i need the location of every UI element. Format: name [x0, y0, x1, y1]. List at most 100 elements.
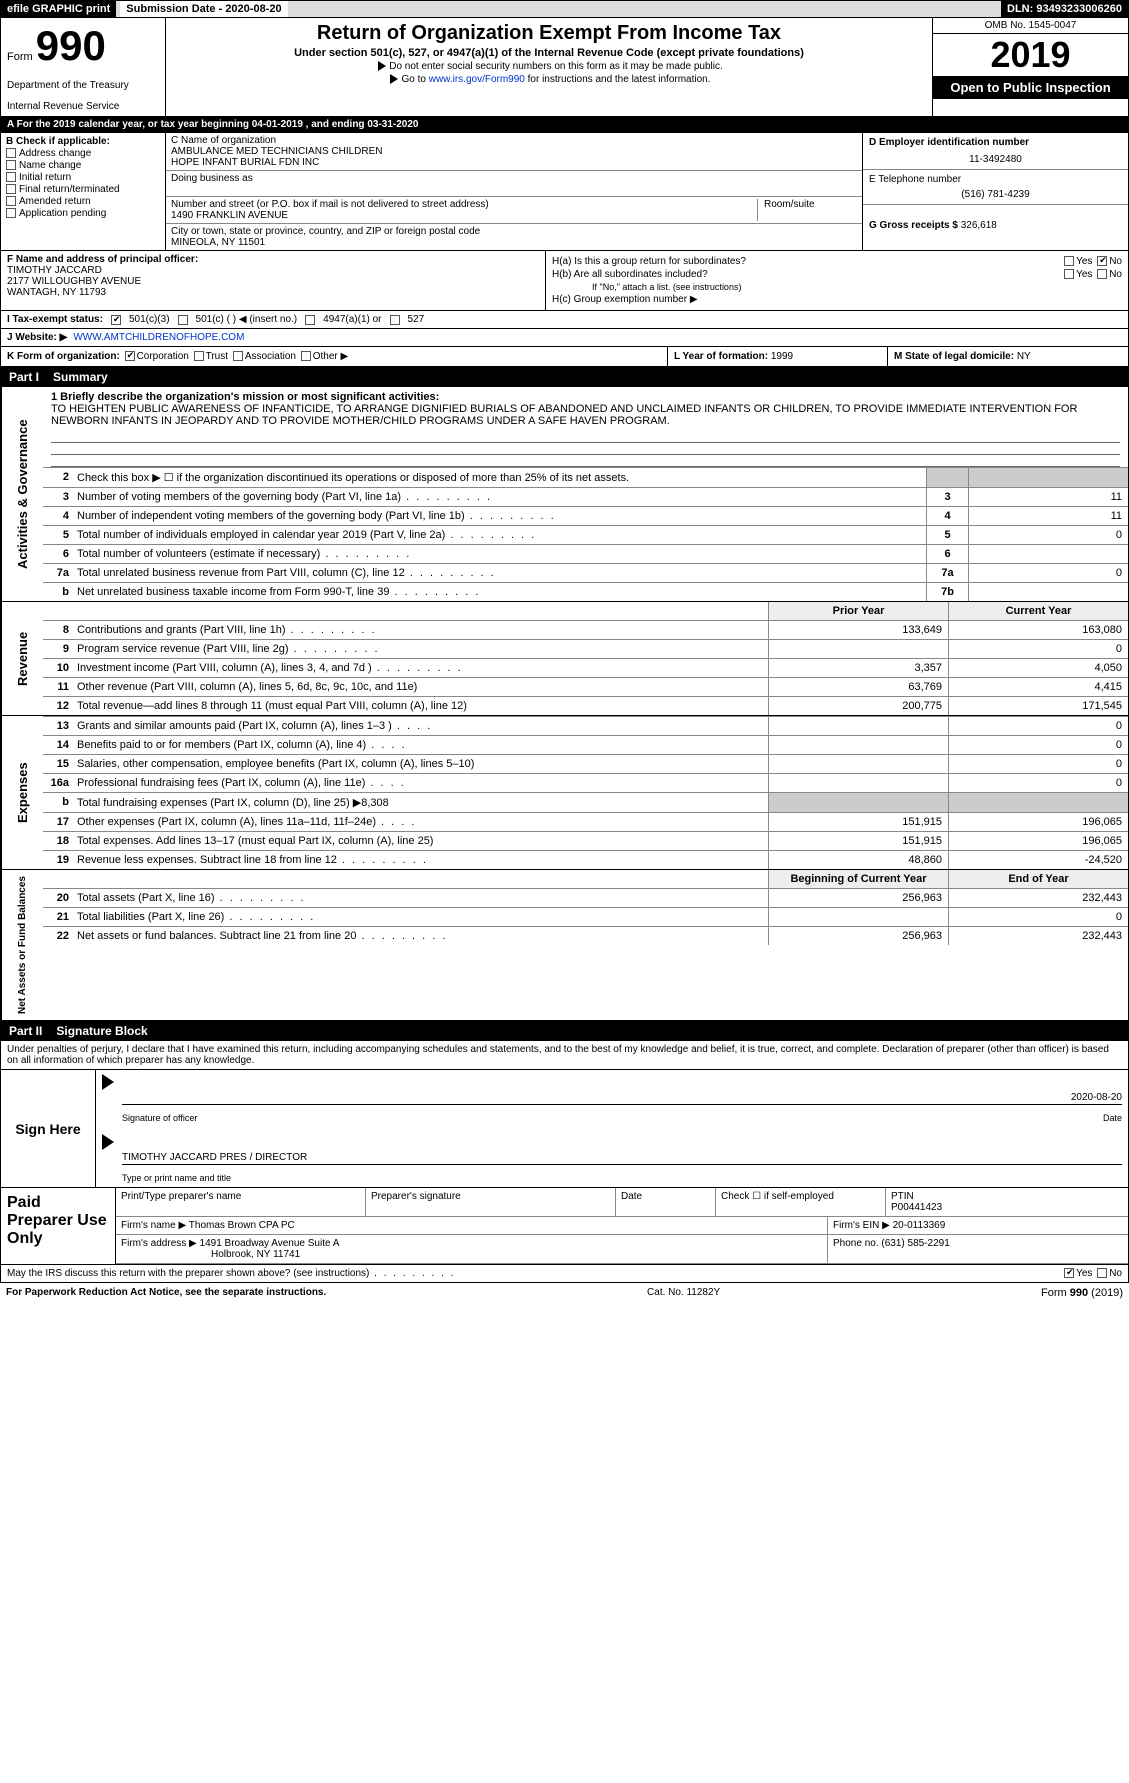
chk-final-return[interactable]: Final return/terminated	[6, 184, 160, 195]
city-label: City or town, state or province, country…	[171, 226, 857, 237]
line-7b: bNet unrelated business taxable income f…	[43, 582, 1128, 601]
line-8: 8Contributions and grants (Part VIII, li…	[43, 620, 1128, 639]
officer-sig-line[interactable]: 2020-08-20	[122, 1092, 1122, 1105]
prep-print-label: Print/Type preparer's name	[116, 1188, 366, 1216]
activities-governance-section: Activities & Governance 1 Briefly descri…	[0, 387, 1129, 602]
officer-addr1: 2177 WILLOUGHBY AVENUE	[7, 276, 539, 287]
prep-check-label: Check ☐ if self-employed	[716, 1188, 886, 1216]
ha-yes[interactable]	[1064, 256, 1074, 266]
block-f-h: F Name and address of principal officer:…	[0, 250, 1129, 311]
chk-527[interactable]	[390, 315, 400, 325]
row-k-l-m: K Form of organization: Corporation Trus…	[0, 347, 1129, 367]
chk-amended-return[interactable]: Amended return	[6, 196, 160, 207]
chk-initial-return[interactable]: Initial return	[6, 172, 160, 183]
hb-note: If "No," attach a list. (see instruction…	[552, 282, 1122, 292]
addr-label: Number and street (or P.O. box if mail i…	[171, 199, 757, 210]
footer-cat: Cat. No. 11282Y	[647, 1287, 720, 1299]
line-18: 18Total expenses. Add lines 13–17 (must …	[43, 831, 1128, 850]
addr-value: 1490 FRANKLIN AVENUE	[171, 210, 757, 221]
header-center: Return of Organization Exempt From Incom…	[166, 18, 933, 116]
revenue-header: Prior Year Current Year	[43, 602, 1128, 620]
addr-cell: Number and street (or P.O. box if mail i…	[166, 197, 862, 224]
line-9: 9Program service revenue (Part VIII, lin…	[43, 639, 1128, 658]
line-4: 4Number of independent voting members of…	[43, 506, 1128, 525]
col-d: D Employer identification number 11-3492…	[863, 133, 1128, 250]
prep-sig-label: Preparer's signature	[366, 1188, 616, 1216]
chk-address-change[interactable]: Address change	[6, 148, 160, 159]
line-12: 12Total revenue—add lines 8 through 11 (…	[43, 696, 1128, 715]
city-cell: City or town, state or province, country…	[166, 224, 862, 250]
vlabel-activities: Activities & Governance	[1, 387, 43, 601]
firm-name: Thomas Brown CPA PC	[189, 1220, 295, 1231]
row-k: K Form of organization: Corporation Trus…	[1, 347, 668, 366]
mission-label: 1 Briefly describe the organization's mi…	[51, 391, 1120, 403]
dept-irs: Internal Revenue Service	[7, 101, 159, 112]
chk-trust[interactable]	[194, 351, 204, 361]
org-name-label: C Name of organization	[171, 135, 857, 146]
chk-other[interactable]	[301, 351, 311, 361]
row-j-website: J Website: ▶ WWW.AMTCHILDRENOFHOPE.COM	[0, 329, 1129, 347]
hc-row: H(c) Group exemption number ▶	[552, 294, 1122, 305]
prep-ptin: PTINP00441423	[886, 1188, 1128, 1216]
dba-label: Doing business as	[171, 173, 857, 184]
chk-501c3[interactable]	[111, 315, 121, 325]
vlabel-revenue: Revenue	[1, 602, 43, 715]
row-i-tax-status: I Tax-exempt status: 501(c)(3) 501(c) ( …	[0, 311, 1129, 329]
chk-application-pending[interactable]: Application pending	[6, 208, 160, 219]
sign-arrow-icon-2	[102, 1134, 114, 1150]
mission-block: 1 Briefly describe the organization's mi…	[43, 387, 1128, 431]
room-suite: Room/suite	[757, 199, 857, 221]
col-b-checkboxes: B Check if applicable: Address change Na…	[1, 133, 166, 250]
ein-label: D Employer identification number	[869, 137, 1122, 148]
hb-yes[interactable]	[1064, 269, 1074, 279]
end-year-header: End of Year	[948, 870, 1128, 888]
header-left: Form 990 Department of the Treasury Inte…	[1, 18, 166, 116]
chk-501c[interactable]	[178, 315, 188, 325]
part-1-num: Part I	[9, 370, 39, 384]
begin-year-header: Beginning of Current Year	[768, 870, 948, 888]
officer-addr2: WANTAGH, NY 11793	[7, 287, 539, 298]
net-assets-section: Net Assets or Fund Balances Beginning of…	[0, 870, 1129, 1021]
line-7a: 7aTotal unrelated business revenue from …	[43, 563, 1128, 582]
chk-association[interactable]	[233, 351, 243, 361]
line-16a: 16aProfessional fundraising fees (Part I…	[43, 773, 1128, 792]
paid-preparer-block: Paid Preparer Use Only Print/Type prepar…	[0, 1188, 1129, 1265]
dln: DLN: 93493233006260	[1001, 1, 1128, 17]
dept-treasury: Department of the Treasury	[7, 80, 159, 91]
chk-corporation[interactable]	[125, 351, 135, 361]
line-3: 3Number of voting members of the governi…	[43, 487, 1128, 506]
website-link[interactable]: WWW.AMTCHILDRENOFHOPE.COM	[73, 332, 244, 343]
col-f-officer: F Name and address of principal officer:…	[1, 251, 546, 310]
discuss-yes[interactable]	[1064, 1268, 1074, 1278]
chk-name-change[interactable]: Name change	[6, 160, 160, 171]
prep-firm-row: Firm's name ▶ Thomas Brown CPA PC Firm's…	[116, 1217, 1128, 1235]
col-c-org: C Name of organization AMBULANCE MED TEC…	[166, 133, 863, 250]
discuss-question: May the IRS discuss this return with the…	[7, 1268, 455, 1279]
signature-disclaimer: Under penalties of perjury, I declare th…	[1, 1041, 1128, 1070]
part-2-header: Part II Signature Block	[0, 1021, 1129, 1041]
line-20: 20Total assets (Part X, line 16)256,9632…	[43, 888, 1128, 907]
page-footer: For Paperwork Reduction Act Notice, see …	[0, 1283, 1129, 1303]
hb-row: H(b) Are all subordinates included? Yes …	[552, 269, 1122, 280]
firm-addr1: 1491 Broadway Avenue Suite A	[200, 1238, 340, 1249]
org-name-cell: C Name of organization AMBULANCE MED TEC…	[166, 133, 862, 171]
col-b-label: B Check if applicable:	[6, 136, 160, 147]
prep-header-row: Print/Type preparer's name Preparer's si…	[116, 1188, 1128, 1217]
irs-discuss-row: May the IRS discuss this return with the…	[0, 1265, 1129, 1283]
sign-arrow-icon	[102, 1074, 114, 1090]
ein-value: 11-3492480	[869, 154, 1122, 165]
officer-name: TIMOTHY JACCARD	[7, 265, 539, 276]
hb-no[interactable]	[1097, 269, 1107, 279]
tax-status-label: I Tax-exempt status:	[7, 314, 103, 325]
gross-cell: G Gross receipts $ 326,618	[863, 205, 1128, 235]
signature-block: Under penalties of perjury, I declare th…	[0, 1041, 1129, 1188]
ha-no[interactable]	[1097, 256, 1107, 266]
form-number: 990	[36, 35, 106, 66]
city-value: MINEOLA, NY 11501	[171, 237, 857, 248]
net-header: Beginning of Current Year End of Year	[43, 870, 1128, 888]
discuss-no[interactable]	[1097, 1268, 1107, 1278]
org-name-2: HOPE INFANT BURIAL FDN INC	[171, 157, 857, 168]
chk-4947[interactable]	[305, 315, 315, 325]
irs-link[interactable]: www.irs.gov/Form990	[429, 74, 525, 85]
part-1-title: Summary	[53, 370, 108, 384]
